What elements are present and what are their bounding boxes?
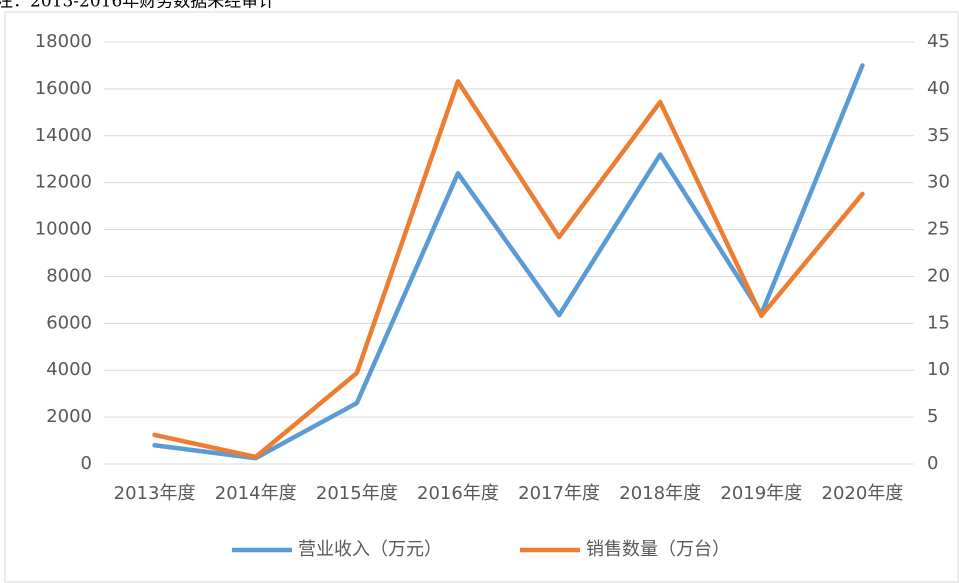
y-tick-label: 14000 bbox=[35, 125, 92, 146]
y2-tick-label: 25 bbox=[927, 219, 950, 240]
y-tick-label: 8000 bbox=[46, 265, 92, 286]
legend-label: 销售数量（万台） bbox=[586, 539, 730, 560]
legend-label: 营业收入（万元） bbox=[298, 539, 442, 560]
chart-frame bbox=[4, 11, 959, 583]
y2-tick-label: 45 bbox=[927, 31, 950, 52]
y-tick-label: 0 bbox=[81, 453, 92, 474]
y-tick-label: 4000 bbox=[46, 359, 92, 380]
x-tick-label: 2017年度 bbox=[518, 483, 600, 504]
y2-tick-label: 0 bbox=[927, 453, 938, 474]
y-tick-label: 6000 bbox=[46, 312, 92, 333]
y2-tick-label: 15 bbox=[927, 312, 950, 333]
x-tick-label: 2015年度 bbox=[316, 483, 398, 504]
x-tick-label: 2013年度 bbox=[114, 483, 196, 504]
x-tick-label: 2020年度 bbox=[822, 483, 904, 504]
note: 注：2013-2016年财务数据未经审计 bbox=[0, 0, 275, 12]
y2-tick-label: 10 bbox=[927, 359, 950, 380]
y-tick-label: 18000 bbox=[35, 31, 92, 52]
y2-tick-label: 5 bbox=[927, 406, 938, 427]
y-tick-label: 10000 bbox=[35, 219, 92, 240]
x-tick-label: 2014年度 bbox=[215, 483, 297, 504]
x-tick-label: 2018年度 bbox=[619, 483, 701, 504]
y-tick-label: 16000 bbox=[35, 78, 92, 99]
y-tick-label: 2000 bbox=[46, 406, 92, 427]
y-tick-label: 12000 bbox=[35, 172, 92, 193]
x-tick-label: 2016年度 bbox=[417, 483, 499, 504]
y2-tick-label: 40 bbox=[927, 78, 950, 99]
y2-tick-label: 20 bbox=[927, 265, 950, 286]
line-series bbox=[152, 79, 865, 460]
x-tick-label: 2019年度 bbox=[720, 483, 802, 504]
y2-tick-label: 30 bbox=[927, 172, 950, 193]
line-series bbox=[152, 63, 865, 461]
y2-tick-label: 35 bbox=[927, 125, 950, 146]
